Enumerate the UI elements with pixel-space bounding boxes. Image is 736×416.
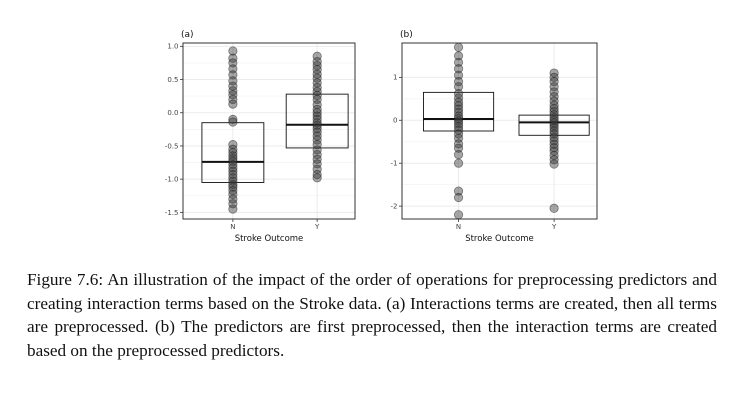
data-point-Y [312, 124, 322, 134]
data-point-Y [312, 159, 322, 169]
data-point-Y [312, 169, 322, 180]
box-Y [285, 93, 349, 149]
data-point-Y [549, 113, 559, 123]
data-point-N [453, 57, 464, 67]
data-point-N [453, 143, 464, 153]
data-point-N [228, 90, 238, 100]
data-point-Y [312, 149, 322, 160]
panel-label: (b) [400, 30, 413, 40]
data-point-N [228, 53, 238, 63]
data-point-Y [549, 126, 559, 136]
panel-border [401, 42, 598, 220]
y-tick-label: 0.0 [167, 109, 178, 117]
data-point-N [453, 210, 464, 220]
figure-caption: Figure 7.6: An illustration of the impac… [27, 270, 717, 360]
data-point-N [228, 117, 238, 127]
data-point-Y [549, 77, 559, 87]
data-point-N [228, 114, 238, 124]
data-point-Y [312, 140, 322, 150]
data-point-N [228, 182, 238, 192]
x-axis-title: Stroke Outcome [235, 234, 304, 244]
data-point-N [453, 82, 464, 92]
figure-7-6: 1.0 0.5 0.0 -0.5 -1.0 -1.5 N Y Stroke Outcome (a)… [165, 30, 598, 244]
panel-a-boxplot: 1.0 0.5 0.0 -0.5 -1.0 -1.5 N Y Stroke Outcome (a) [165, 30, 356, 244]
data-point-N [228, 204, 238, 214]
data-point-N [453, 64, 464, 74]
data-point-N [228, 46, 238, 56]
y-tick-label: 1.0 [167, 43, 178, 51]
data-point-N [453, 104, 464, 114]
data-point-N [453, 119, 464, 129]
data-point-N [228, 163, 238, 173]
data-point-N [228, 76, 238, 86]
data-point-Y [312, 154, 322, 164]
data-point-N [228, 94, 238, 105]
data-point-Y [312, 51, 322, 61]
data-point-N [453, 70, 464, 80]
data-point-Y [549, 87, 559, 97]
x-tick-label-N: N [456, 223, 461, 231]
data-point-Y [549, 132, 559, 143]
data-point-N [453, 122, 464, 132]
plot-area [183, 43, 355, 219]
data-point-Y [549, 115, 559, 125]
data-point-N [228, 189, 238, 200]
y-tick-label: 0.5 [167, 76, 178, 84]
data-point-Y [549, 203, 559, 213]
data-point-N [453, 77, 464, 87]
data-point-Y [312, 100, 322, 110]
y-tick-label: -1.5 [165, 209, 179, 217]
data-point-Y [549, 136, 559, 146]
data-point-N [453, 97, 464, 107]
data-point-Y [549, 82, 559, 92]
data-point-Y [312, 104, 322, 115]
data-point-N [228, 99, 238, 109]
data-point-Y [312, 94, 322, 105]
data-point-N [228, 199, 238, 209]
data-point-Y [312, 108, 322, 118]
data-point-Y [549, 143, 559, 153]
data-point-N [228, 169, 238, 180]
data-point-Y [312, 111, 322, 121]
data-point-N [453, 51, 464, 61]
data-point-N [228, 140, 238, 150]
panel-label: (a) [181, 30, 194, 40]
data-point-N [453, 192, 464, 203]
data-point-N [228, 194, 238, 204]
data-point-N [453, 158, 464, 168]
x-tick-label-Y: Y [314, 223, 320, 231]
data-point-N [453, 42, 464, 52]
data-point-N [228, 166, 238, 176]
data-point-Y [312, 73, 322, 83]
data-point-Y [312, 145, 322, 155]
y-tick-label: -0.5 [165, 142, 179, 150]
panel-border [182, 42, 356, 220]
data-point-N [453, 186, 464, 196]
x-tick-label-Y: Y [551, 223, 557, 231]
y-tick-label: -2 [391, 203, 398, 211]
data-point-N [228, 156, 238, 166]
data-point-N [228, 159, 238, 170]
data-point-Y [549, 139, 559, 149]
y-tick-label: -1.0 [165, 176, 179, 184]
x-tick-label-N: N [230, 223, 235, 231]
panel-b-boxplot: 1 0 -1 -2 N Y Stroke Outcome (b) [391, 30, 598, 244]
y-tick-label: 1 [393, 74, 397, 82]
x-axis-title: Stroke Outcome [465, 234, 534, 244]
y-tick-label: 0 [393, 117, 397, 125]
box-N [201, 122, 265, 183]
data-point-Y [549, 100, 559, 110]
data-point-Y [312, 135, 322, 145]
data-point-N [228, 173, 238, 183]
y-tick-label: -1 [391, 160, 398, 168]
data-point-N [453, 101, 464, 111]
data-point-Y [549, 129, 559, 139]
data-point-N [453, 150, 464, 160]
data-point-Y [312, 173, 322, 183]
data-point-N [228, 144, 238, 154]
data-point-N [453, 111, 464, 121]
data-point-Y [549, 159, 559, 169]
data-point-Y [312, 120, 322, 130]
